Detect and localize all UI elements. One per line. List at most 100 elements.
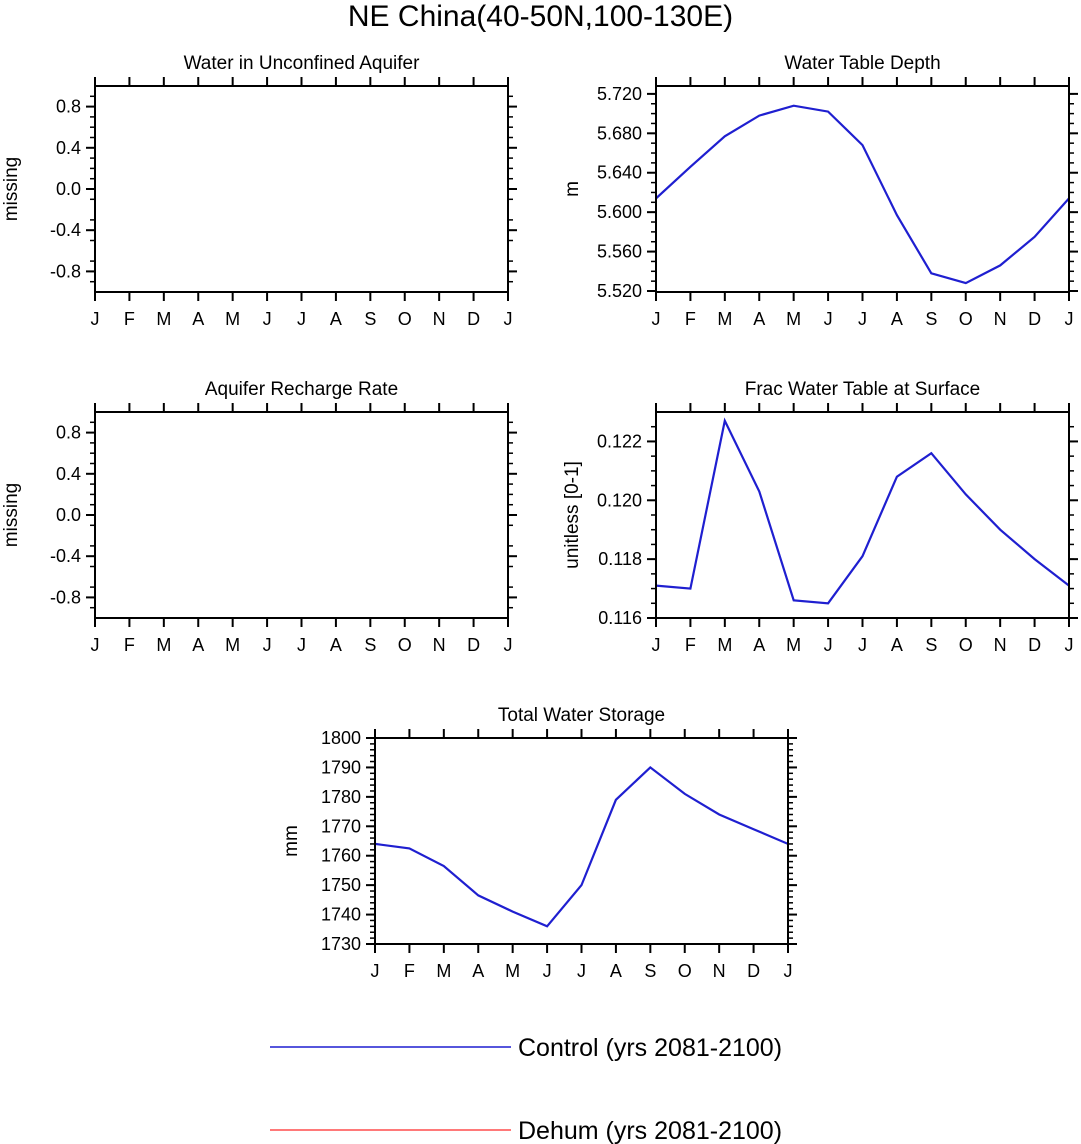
y-tick-label: 0.116 bbox=[598, 608, 642, 628]
x-tick-label: A bbox=[891, 635, 903, 655]
x-tick-label: J bbox=[1065, 309, 1074, 329]
x-tick-label: J bbox=[371, 961, 380, 981]
series-line-control bbox=[656, 104, 1069, 285]
x-tick-label: M bbox=[786, 309, 801, 329]
x-tick-label: J bbox=[784, 961, 793, 981]
y-tick-label: 1740 bbox=[321, 905, 361, 925]
series-line-control bbox=[375, 765, 788, 928]
x-tick-label: M bbox=[225, 635, 240, 655]
x-tick-label: F bbox=[685, 635, 696, 655]
panel-title: Frac Water Table at Surface bbox=[745, 379, 981, 400]
panel-3: Aquifer Recharge Rate missing J F M A M J J A S O N D… bbox=[1, 379, 517, 655]
x-tick-label: S bbox=[925, 309, 937, 329]
x-tick-label: D bbox=[467, 635, 480, 655]
x-tick-label: J bbox=[504, 309, 513, 329]
x-tick-label: N bbox=[713, 961, 726, 981]
y-axis-label: unitless [0-1] bbox=[562, 461, 583, 569]
x-tick-label: M bbox=[225, 309, 240, 329]
x-tick-label: N bbox=[994, 309, 1007, 329]
x-tick-label: M bbox=[786, 635, 801, 655]
y-tick-label: -0.8 bbox=[50, 261, 81, 281]
x-tick-label: M bbox=[505, 961, 520, 981]
x-tick-label: J bbox=[91, 635, 100, 655]
y-tick-label: -0.4 bbox=[50, 546, 81, 566]
y-tick-label: -0.4 bbox=[50, 220, 81, 240]
x-tick-label: J bbox=[1065, 635, 1074, 655]
y-tick-label: 1800 bbox=[321, 728, 361, 748]
x-tick-label: O bbox=[678, 961, 692, 981]
x-tick-label: F bbox=[404, 961, 415, 981]
y-tick-label: 1790 bbox=[321, 757, 361, 777]
y-tick-label: 5.680 bbox=[597, 123, 642, 143]
x-tick-label: D bbox=[1028, 635, 1041, 655]
y-tick-label: -0.8 bbox=[50, 587, 81, 607]
y-tick-label: 1730 bbox=[321, 934, 361, 954]
y-tick-label: 0.118 bbox=[598, 549, 642, 569]
x-tick-label: J bbox=[858, 309, 867, 329]
x-tick-label: M bbox=[717, 309, 732, 329]
x-tick-label: A bbox=[472, 961, 484, 981]
panel-4: Frac Water Table at Surface unitless [0-1… bbox=[562, 379, 1078, 655]
x-tick-label: J bbox=[824, 309, 833, 329]
series-line-control bbox=[656, 417, 1069, 605]
y-tick-label: 5.520 bbox=[597, 281, 642, 301]
y-tick-label: 1750 bbox=[321, 875, 361, 895]
x-tick-label: D bbox=[1028, 309, 1041, 329]
x-tick-label: M bbox=[156, 635, 171, 655]
y-tick-label: 0.4 bbox=[56, 138, 81, 158]
y-tick-label: 5.600 bbox=[597, 202, 642, 222]
x-tick-label: N bbox=[433, 635, 446, 655]
plot-frame bbox=[655, 411, 1070, 619]
x-tick-label: A bbox=[753, 635, 765, 655]
y-axis-label: missing bbox=[1, 483, 22, 547]
x-tick-label: J bbox=[263, 635, 272, 655]
y-tick-label: 5.560 bbox=[597, 242, 642, 262]
x-tick-label: M bbox=[436, 961, 451, 981]
y-tick-label: 0.120 bbox=[597, 490, 642, 510]
x-tick-label: F bbox=[124, 635, 135, 655]
plot-frame bbox=[374, 737, 789, 945]
panel-title: Aquifer Recharge Rate bbox=[205, 379, 398, 400]
panel-2: Water Table Depth m J F M A M J J A S O N D J 5.720 5.68… bbox=[562, 53, 1078, 329]
panel-title: Water in Unconfined Aquifer bbox=[184, 53, 421, 74]
x-tick-label: J bbox=[91, 309, 100, 329]
y-tick-label: 1770 bbox=[321, 816, 361, 836]
x-tick-label: N bbox=[994, 635, 1007, 655]
x-tick-label: A bbox=[330, 309, 342, 329]
x-tick-label: A bbox=[192, 635, 204, 655]
x-tick-label: A bbox=[753, 309, 765, 329]
x-tick-label: J bbox=[297, 635, 306, 655]
x-tick-label: F bbox=[124, 309, 135, 329]
y-axis-label: m bbox=[562, 181, 583, 197]
x-tick-label: J bbox=[297, 309, 306, 329]
x-tick-label: S bbox=[364, 635, 376, 655]
y-tick-label: 0.122 bbox=[597, 431, 642, 451]
x-tick-label: J bbox=[824, 635, 833, 655]
x-tick-label: M bbox=[717, 635, 732, 655]
x-tick-label: J bbox=[504, 635, 513, 655]
plot-frame bbox=[655, 85, 1070, 293]
x-tick-label: D bbox=[747, 961, 760, 981]
x-tick-label: S bbox=[925, 635, 937, 655]
x-tick-label: J bbox=[858, 635, 867, 655]
y-tick-label: 5.640 bbox=[597, 163, 642, 183]
x-tick-label: S bbox=[644, 961, 656, 981]
x-tick-label: D bbox=[467, 309, 480, 329]
legend: Control (yrs 2081-2100) Dehum (yrs 2081-2… bbox=[270, 1034, 782, 1144]
x-tick-label: F bbox=[685, 309, 696, 329]
x-tick-label: N bbox=[433, 309, 446, 329]
y-tick-label: 0.8 bbox=[56, 97, 81, 117]
legend-label: Control (yrs 2081-2100) bbox=[518, 1034, 782, 1062]
y-tick-label: 0.4 bbox=[56, 464, 81, 484]
y-axis-label: missing bbox=[1, 157, 22, 221]
y-tick-label: 0.8 bbox=[56, 423, 81, 443]
y-tick-label: 1780 bbox=[321, 787, 361, 807]
x-tick-label: A bbox=[610, 961, 622, 981]
x-tick-label: A bbox=[330, 635, 342, 655]
panel-5: Total Water Storage mm J F M A M J J A S O N D J 1800 17… bbox=[281, 705, 797, 981]
plot-frame bbox=[94, 411, 509, 619]
y-tick-label: 0.0 bbox=[56, 179, 81, 199]
x-tick-label: J bbox=[263, 309, 272, 329]
